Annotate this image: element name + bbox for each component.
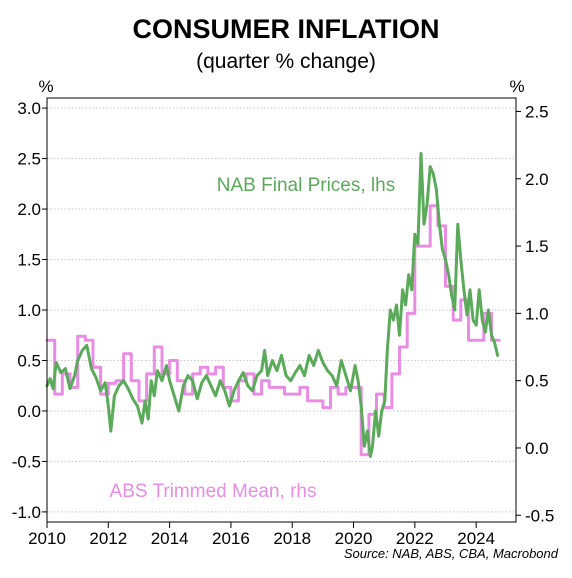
x-tick-label: 2024	[457, 529, 495, 548]
x-axis-ticks: 2010 2012 2014 2016 2018 2020 2022 2024	[28, 522, 495, 548]
left-tick-label: 2.0	[17, 200, 41, 219]
x-tick-label: 2016	[212, 529, 250, 548]
chart-title: CONSUMER INFLATION	[133, 14, 440, 44]
left-tick-label: 2.5	[17, 150, 41, 169]
series-line-abs-trimmed-mean	[45, 204, 501, 457]
left-tick-label: 1.5	[17, 251, 41, 270]
left-tick-label: 0.5	[17, 351, 41, 370]
left-tick-label: -0.5	[12, 452, 41, 471]
chart-subtitle: (quarter % change)	[196, 50, 376, 73]
x-tick-label: 2010	[28, 529, 66, 548]
right-tick-label: 1.0	[525, 304, 549, 323]
right-tick-label: 2.5	[525, 102, 549, 121]
right-tick-label: -0.5	[525, 506, 554, 525]
x-tick-label: 2022	[396, 529, 434, 548]
plot-frame	[46, 97, 517, 523]
left-tick-label: 0.0	[17, 402, 41, 421]
x-tick-label: 2020	[335, 529, 373, 548]
left-tick-label: 1.0	[17, 301, 41, 320]
series-lines	[45, 152, 501, 458]
right-tick-label: 0.0	[525, 439, 549, 458]
right-tick-label: 0.5	[525, 372, 549, 391]
left-axis-ticks: -1.0 -0.5 0.0 0.5 1.0 1.5 2.0 2.5 3.0	[12, 99, 47, 522]
series-label-abs: ABS Trimmed Mean, rhs	[110, 481, 317, 502]
source-note: Source: NAB, ABS, CBA, Macrobond	[344, 546, 559, 561]
series-line-nab-final-prices	[45, 152, 500, 458]
right-tick-label: 1.5	[525, 237, 549, 256]
x-tick-label: 2018	[273, 529, 311, 548]
left-axis-unit: %	[38, 77, 53, 96]
left-tick-label: -1.0	[12, 503, 41, 522]
series-label-nab: NAB Final Prices, lhs	[217, 175, 395, 196]
right-axis-unit: %	[509, 77, 524, 96]
left-tick-label: 3.0	[17, 99, 41, 118]
x-tick-label: 2012	[89, 529, 127, 548]
x-tick-label: 2014	[151, 529, 189, 548]
grid-lines	[47, 107, 516, 513]
right-tick-label: 2.0	[525, 170, 549, 189]
right-axis-ticks: -0.5 0.0 0.5 1.0 1.5 2.0 2.5	[516, 102, 554, 525]
